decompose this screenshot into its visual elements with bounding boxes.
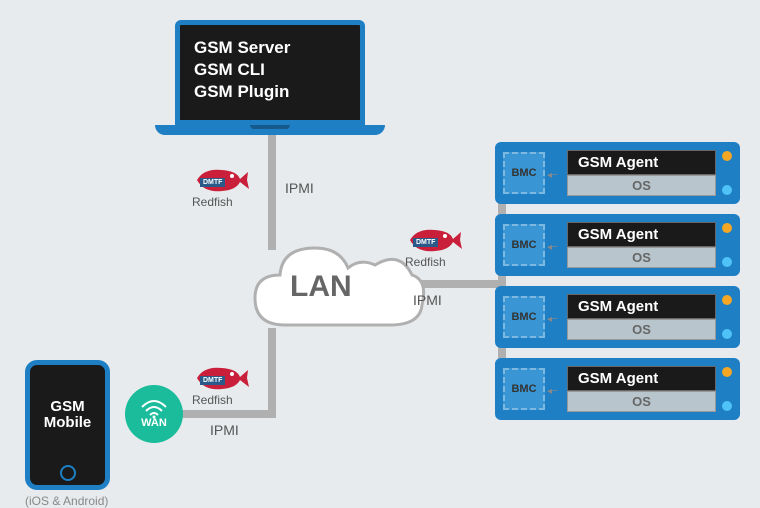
phone-line-1: GSM [50, 399, 84, 416]
led-blue-icon [722, 185, 732, 195]
server-unit: BMC ◂┄ GSM Agent OS [495, 286, 740, 348]
server-unit: BMC ◂┄ GSM Agent OS [495, 214, 740, 276]
ipmi-label-bottom: IPMI [210, 422, 239, 438]
bmc-label: BMC [511, 239, 536, 251]
server-labels: GSM Agent OS [567, 294, 716, 340]
server-leds [722, 151, 732, 195]
redfish-icon: DMTF [192, 363, 250, 393]
server-unit: BMC ◂┄ GSM Agent OS [495, 358, 740, 420]
phone-subtitle: (iOS & Android) [25, 494, 110, 508]
led-orange-icon [722, 367, 732, 377]
phone-home-button [60, 465, 76, 481]
dmtf-label: DMTF [200, 178, 225, 187]
server-stack: BMC ◂┄ GSM Agent OS BMC ◂┄ GSM Agent OS … [495, 142, 740, 430]
redfish-badge-right: DMTF Redfish [405, 225, 475, 269]
redfish-label: Redfish [405, 255, 475, 269]
bmc-label: BMC [511, 383, 536, 395]
phone-body: GSM Mobile [25, 360, 110, 490]
agent-label: GSM Agent [567, 222, 716, 247]
bmc-arrow-icon: ◂┄ [547, 314, 556, 325]
led-orange-icon [722, 151, 732, 161]
server-leds [722, 367, 732, 411]
dmtf-label: DMTF [200, 376, 225, 385]
redfish-badge-top: DMTF Redfish [192, 165, 262, 209]
redfish-label: Redfish [192, 393, 262, 407]
bmc-label: BMC [511, 167, 536, 179]
led-blue-icon [722, 257, 732, 267]
bmc-chip: BMC [503, 152, 545, 194]
lan-label: LAN [290, 270, 352, 304]
redfish-icon: DMTF [405, 225, 463, 255]
led-blue-icon [722, 329, 732, 339]
laptop-line-2: GSM CLI [194, 59, 346, 81]
laptop-screen: GSM Server GSM CLI GSM Plugin [175, 20, 365, 125]
redfish-label: Redfish [192, 195, 262, 209]
server-unit: BMC ◂┄ GSM Agent OS [495, 142, 740, 204]
laptop-line-1: GSM Server [194, 37, 346, 59]
laptop: GSM Server GSM CLI GSM Plugin [175, 20, 385, 135]
ipmi-label-right: IPMI [413, 292, 442, 308]
server-leds [722, 223, 732, 267]
led-orange-icon [722, 295, 732, 305]
laptop-line-3: GSM Plugin [194, 81, 346, 103]
led-orange-icon [722, 223, 732, 233]
server-labels: GSM Agent OS [567, 222, 716, 268]
bmc-chip: BMC [503, 224, 545, 266]
bmc-arrow-icon: ◂┄ [547, 242, 556, 253]
os-label: OS [567, 391, 716, 412]
phone: GSM Mobile (iOS & Android) [25, 360, 110, 508]
ipmi-label-top: IPMI [285, 180, 314, 196]
server-labels: GSM Agent OS [567, 150, 716, 196]
bmc-chip: BMC [503, 296, 545, 338]
phone-screen: GSM Mobile [36, 371, 99, 459]
wan-badge: WAN [125, 385, 183, 443]
os-label: OS [567, 175, 716, 196]
led-blue-icon [722, 401, 732, 411]
phone-line-2: Mobile [44, 415, 92, 432]
agent-label: GSM Agent [567, 150, 716, 175]
os-label: OS [567, 319, 716, 340]
agent-label: GSM Agent [567, 366, 716, 391]
bmc-chip: BMC [503, 368, 545, 410]
os-label: OS [567, 247, 716, 268]
wifi-icon [140, 399, 168, 419]
agent-label: GSM Agent [567, 294, 716, 319]
dmtf-label: DMTF [413, 238, 438, 247]
bmc-arrow-icon: ◂┄ [547, 170, 556, 181]
wan-label: WAN [141, 417, 167, 429]
redfish-icon: DMTF [192, 165, 250, 195]
bmc-arrow-icon: ◂┄ [547, 386, 556, 397]
redfish-badge-bottom: DMTF Redfish [192, 363, 262, 407]
bmc-label: BMC [511, 311, 536, 323]
laptop-base [155, 125, 385, 135]
server-leds [722, 295, 732, 339]
server-labels: GSM Agent OS [567, 366, 716, 412]
